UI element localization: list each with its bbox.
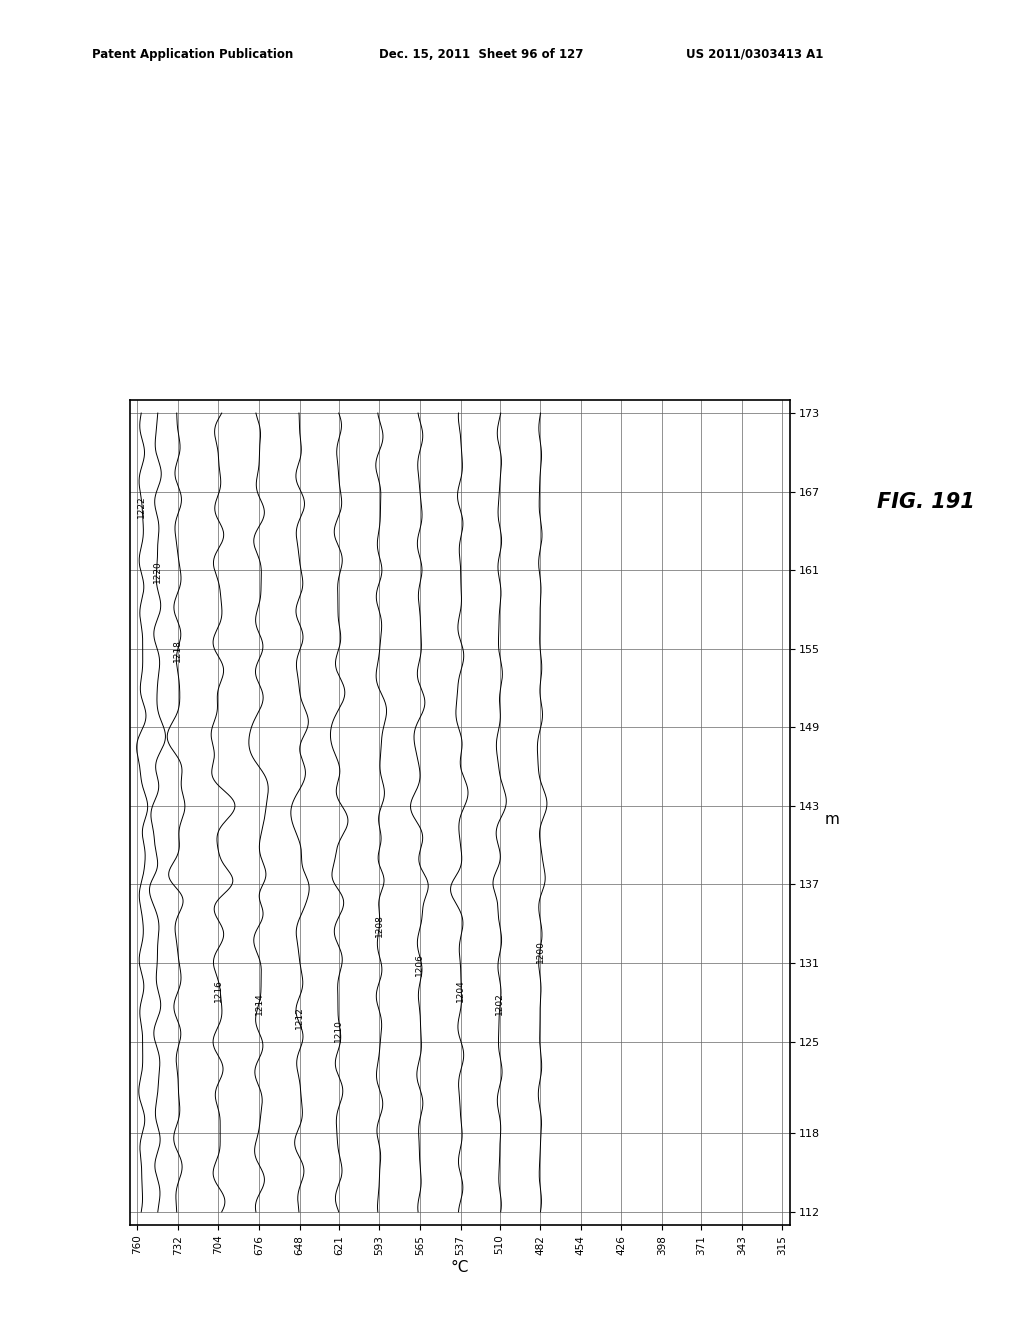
Text: 1210: 1210 — [334, 1019, 343, 1041]
Text: FIG. 191: FIG. 191 — [877, 491, 974, 512]
Text: 1214: 1214 — [255, 993, 263, 1015]
Y-axis label: m: m — [825, 813, 840, 828]
Text: 1202: 1202 — [496, 993, 504, 1015]
Text: 1200: 1200 — [536, 940, 545, 964]
Text: 1220: 1220 — [153, 561, 162, 583]
Text: 1206: 1206 — [416, 953, 424, 977]
Text: 1212: 1212 — [295, 1006, 304, 1028]
Text: 1204: 1204 — [456, 979, 465, 1002]
Text: 1218: 1218 — [173, 639, 182, 661]
Text: US 2011/0303413 A1: US 2011/0303413 A1 — [686, 48, 823, 61]
Text: Dec. 15, 2011  Sheet 96 of 127: Dec. 15, 2011 Sheet 96 of 127 — [379, 48, 584, 61]
X-axis label: °C: °C — [451, 1261, 469, 1275]
Text: 1222: 1222 — [137, 495, 146, 517]
Text: 1216: 1216 — [214, 979, 223, 1002]
Text: 1208: 1208 — [375, 913, 384, 937]
Text: Patent Application Publication: Patent Application Publication — [92, 48, 294, 61]
